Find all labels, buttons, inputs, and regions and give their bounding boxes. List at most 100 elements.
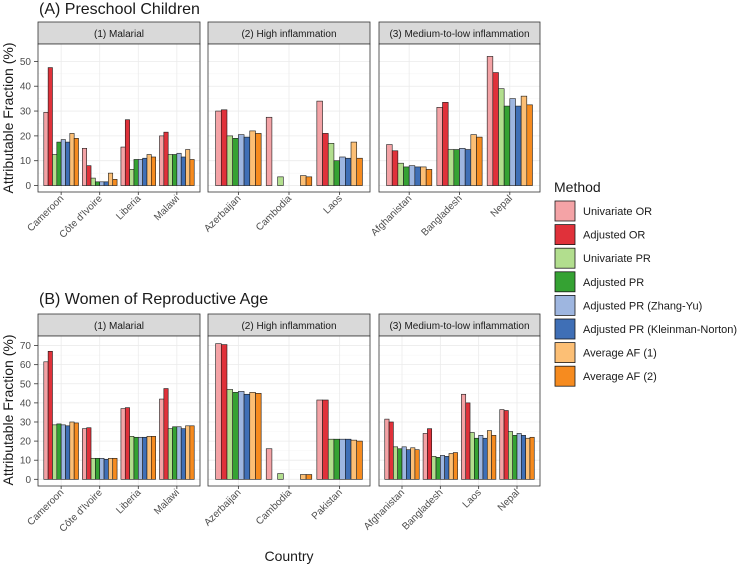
bar-adjusted-pr-zhang-yu — [176, 152, 182, 186]
bar-adjusted-pr-kleinman-norton — [406, 449, 411, 480]
bar-average-af-1 — [525, 437, 531, 480]
panel-border — [37, 43, 201, 193]
bar-univariate-or — [316, 100, 323, 186]
bar-average-af-1 — [69, 421, 75, 480]
bar-average-af-1 — [185, 425, 191, 480]
x-tick-label: Laos — [461, 487, 484, 510]
bar-univariate-or — [265, 448, 273, 480]
bar-average-af-2 — [529, 436, 535, 480]
bar-adjusted-pr-kleinman-norton — [65, 141, 71, 186]
panel-strip-label: (1) Malarial — [94, 29, 144, 40]
x-tick-label: Nepal — [489, 193, 515, 219]
legend-swatch — [554, 200, 576, 222]
bar-adjusted-pr-kleinman-norton — [142, 436, 148, 480]
x-tick-label: Laos — [322, 193, 345, 216]
bar-average-af-2 — [112, 179, 118, 186]
bar-univariate-or — [422, 433, 428, 480]
bar-adjusted-or — [465, 402, 471, 480]
bar-average-af-2 — [305, 474, 313, 480]
legend-label: Univariate OR — [583, 206, 652, 218]
bar-univariate-pr — [469, 432, 475, 480]
panel-strip-label: (2) High inflammation — [241, 321, 336, 332]
legend-label: Average AF (1) — [583, 348, 657, 360]
bar-average-af-2 — [414, 449, 420, 480]
bar-average-af-1 — [108, 172, 114, 186]
bar-univariate-or — [386, 144, 393, 186]
y-tick-label: 50 — [20, 379, 32, 390]
bar-adjusted-or — [163, 131, 169, 186]
bar-adjusted-pr — [172, 154, 178, 186]
bar-univariate-or — [436, 107, 443, 186]
bar-adjusted-pr-kleinman-norton — [103, 458, 109, 480]
panel-strip-label: (2) High inflammation — [241, 29, 336, 40]
bar-average-af-1 — [420, 166, 427, 186]
bar-adjusted-pr — [172, 426, 178, 480]
legend-title: Method — [554, 179, 601, 195]
bar-univariate-or — [159, 135, 165, 186]
bar-adjusted-or — [503, 410, 509, 480]
bar-univariate-pr — [397, 162, 404, 186]
bar-adjusted-or — [391, 150, 399, 186]
bar-adjusted-pr-kleinman-norton — [521, 435, 526, 480]
x-tick-label: Cambodia — [254, 487, 294, 527]
bar-adjusted-pr-kleinman-norton — [482, 437, 488, 480]
x-tick-label: Bangladesh — [419, 193, 464, 238]
legend-label: Adjusted OR — [583, 230, 645, 242]
legend-label: Univariate PR — [583, 253, 651, 265]
bar-univariate-or — [43, 111, 49, 186]
bar-average-af-1 — [350, 141, 358, 186]
bar-average-af-1 — [185, 149, 191, 186]
y-tick-label: 40 — [20, 82, 32, 93]
bar-average-af-1 — [108, 457, 114, 480]
bar-adjusted-pr-kleinman-norton — [515, 105, 522, 186]
bar-adjusted-or — [220, 344, 228, 480]
panel-border — [378, 335, 541, 487]
bar-univariate-or — [120, 146, 126, 186]
x-tick-label: Cameroon — [25, 487, 66, 528]
bar-adjusted-pr-zhang-yu — [440, 455, 445, 480]
bar-univariate-pr — [52, 424, 58, 480]
bar-univariate-or — [215, 343, 222, 480]
x-tick-label: Liberia — [114, 193, 143, 222]
y-tick-label: 70 — [20, 341, 32, 352]
bar-univariate-pr — [90, 177, 96, 186]
bar-univariate-pr — [508, 431, 513, 480]
y-axis-label: Attributable Fraction (%) — [0, 335, 16, 486]
bar-adjusted-pr-kleinman-norton — [243, 393, 251, 480]
bar-adjusted-pr — [232, 138, 239, 186]
bar-univariate-pr — [129, 169, 135, 186]
y-tick-label: 20 — [20, 131, 32, 142]
bar-average-af-2 — [356, 157, 363, 186]
bar-average-af-2 — [305, 176, 313, 186]
bar-univariate-or — [159, 398, 165, 480]
bar-adjusted-or — [163, 388, 169, 480]
bar-average-af-2 — [491, 435, 497, 480]
x-tick-label: Liberia — [114, 487, 143, 516]
row-title: (B) Women of Reproductive Age — [39, 291, 268, 308]
bar-adjusted-pr-kleinman-norton — [414, 166, 421, 186]
x-tick-label: Afghanistan — [369, 193, 414, 238]
bar-adjusted-pr-kleinman-norton — [180, 428, 186, 480]
bar-average-af-1 — [146, 436, 152, 480]
bar-adjusted-pr — [397, 448, 403, 480]
row-title: (A) Preschool Children — [39, 1, 200, 18]
bar-average-af-2 — [356, 440, 363, 480]
bar-average-af-1 — [146, 154, 152, 186]
legend-swatch — [554, 365, 576, 387]
y-tick-label: 60 — [20, 360, 32, 371]
bar-adjusted-or — [86, 427, 92, 480]
bar-univariate-pr — [431, 456, 437, 480]
bar-average-af-1 — [486, 430, 492, 480]
bar-adjusted-pr-kleinman-norton — [345, 438, 352, 480]
bar-univariate-or — [499, 409, 505, 480]
x-tick-label: Azerbaijan — [202, 193, 243, 234]
bar-adjusted-pr-zhang-yu — [60, 424, 66, 480]
bar-adjusted-pr — [403, 166, 410, 186]
bar-average-af-2 — [452, 452, 458, 480]
bar-average-af-2 — [73, 138, 79, 186]
bar-adjusted-pr — [95, 457, 101, 480]
bar-adjusted-pr — [95, 181, 101, 186]
bar-univariate-pr — [167, 154, 173, 186]
x-tick-label: Malawi — [152, 193, 182, 223]
panel-strip-label: (3) Medium-to-low inflammation — [389, 29, 529, 40]
